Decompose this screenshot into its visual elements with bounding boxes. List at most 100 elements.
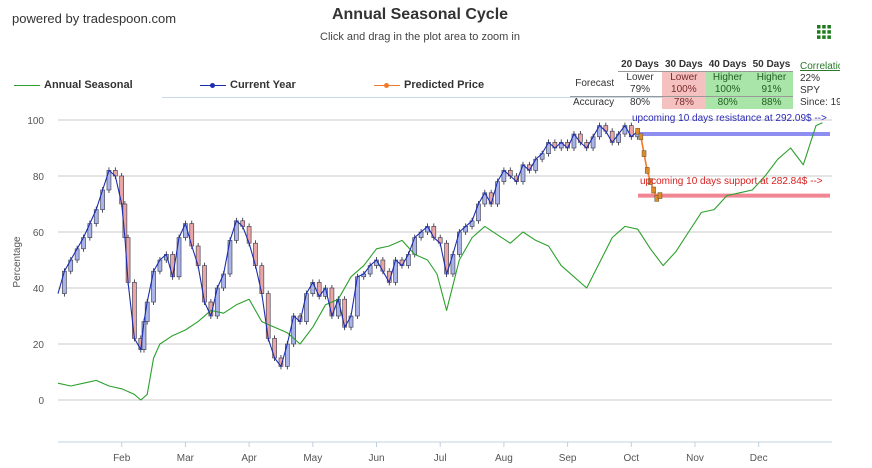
candle-body: [507, 170, 513, 177]
forecast-probability: 91%: [749, 84, 794, 97]
candle-body: [304, 293, 309, 322]
accuracy-value: 88%: [749, 96, 794, 109]
candle-body: [361, 273, 367, 278]
candle-body: [635, 130, 640, 138]
forecast-direction: Higher: [705, 71, 750, 84]
x-tick-label: May: [303, 453, 322, 464]
candle-body: [272, 338, 277, 359]
forecast-direction: Lower: [661, 71, 706, 84]
candle-body: [68, 259, 74, 272]
candle-body: [227, 240, 233, 275]
column-header: 20 Days: [618, 59, 662, 72]
candle-body: [501, 170, 507, 182]
x-tick-label: Jun: [368, 453, 384, 464]
accuracy-value: 80%: [705, 96, 750, 109]
predicted-candle: [648, 178, 653, 185]
x-tick-label: Dec: [750, 453, 768, 464]
x-tick-label: Mar: [177, 453, 195, 464]
x-tick-label: Sep: [559, 453, 577, 464]
candle-body: [132, 282, 137, 339]
candle-body: [119, 175, 124, 205]
candle-body: [622, 125, 628, 135]
candle-body: [393, 259, 398, 283]
candle-body: [488, 192, 494, 205]
legend-item-predicted-price[interactable]: Predicted Price: [374, 79, 484, 91]
correlation-link[interactable]: Correlation: [800, 61, 840, 72]
forecast-row-label: Forecast: [575, 77, 615, 89]
candle-body: [431, 226, 437, 238]
candle-body: [214, 287, 220, 317]
candle-body: [87, 223, 93, 238]
candle-body: [450, 254, 456, 275]
candle-body: [335, 298, 341, 317]
legend-line-icon: [14, 84, 40, 86]
candle-body: [291, 315, 296, 345]
candle-body: [355, 276, 360, 317]
candle-body: [240, 220, 246, 227]
correlation-since: Since: 19: [800, 97, 840, 108]
legend-line-icon: [374, 82, 400, 88]
candle-body: [297, 315, 303, 322]
candle-body: [125, 237, 131, 283]
candle-body: [195, 245, 201, 266]
candle-body: [386, 270, 392, 283]
y-tick-label: 0: [38, 396, 44, 407]
y-tick-label: 60: [33, 228, 45, 239]
forecast-probability: 79%: [630, 84, 651, 95]
candle-body: [285, 343, 290, 367]
candle-body: [157, 259, 163, 272]
candle-body: [170, 254, 175, 278]
x-tick-label: Feb: [113, 453, 131, 464]
candle-body: [113, 170, 118, 177]
correlation-value: 22%: [800, 73, 821, 84]
candle-body: [176, 237, 182, 278]
candle-body: [151, 270, 156, 303]
forecast-table: 20 Days 30 Days 40 Days 50 Days Forecast…: [570, 59, 794, 109]
candle-body: [546, 142, 551, 154]
legend-item-annual-seasonal[interactable]: Annual Seasonal: [14, 79, 133, 91]
candle-body: [259, 265, 265, 294]
candle-body: [367, 265, 373, 275]
candle-body: [412, 237, 418, 255]
x-tick-label: Nov: [686, 453, 704, 464]
candle-body: [202, 265, 207, 303]
brand-text[interactable]: powered by tradespoon.com: [12, 11, 177, 26]
support-annotation: upcoming 10 days support at 282.84$ -->: [640, 176, 823, 187]
candle-body: [584, 142, 590, 149]
candle-body: [323, 287, 328, 297]
candle-body: [316, 282, 322, 297]
forecast-direction: Higher: [749, 71, 794, 84]
candle-body: [457, 231, 462, 255]
candle-body: [444, 242, 449, 275]
forecast-probability: 100%: [705, 84, 750, 97]
grid-menu-icon[interactable]: [816, 24, 832, 40]
column-header: 40 Days: [705, 59, 750, 72]
y-tick-label: 100: [27, 116, 44, 127]
candle-body: [234, 220, 239, 241]
x-tick-label: Aug: [495, 453, 513, 464]
candle-body: [122, 203, 128, 238]
predicted-candle: [651, 186, 656, 194]
candle-body: [520, 164, 526, 182]
predicted-candle: [635, 127, 640, 135]
annual-seasonal-line: [57, 122, 823, 401]
candle-body: [469, 220, 475, 227]
candle-body: [482, 192, 488, 205]
candle-body: [144, 301, 150, 322]
candle-body: [163, 254, 169, 261]
candle-body: [597, 125, 602, 138]
candle-body: [603, 125, 609, 132]
candle-body: [565, 142, 570, 149]
candle-body: [399, 259, 405, 266]
candle-body: [93, 209, 99, 224]
predicted-candle: [641, 150, 647, 157]
candle-body: [81, 237, 86, 250]
candle-body: [253, 242, 258, 266]
candle-body: [348, 315, 354, 328]
predicted-candle: [644, 167, 650, 174]
legend-item-current-year[interactable]: Current Year: [200, 79, 296, 91]
candle-body: [590, 136, 596, 149]
forecast-direction: Lower: [626, 72, 654, 83]
candle-body: [208, 301, 214, 317]
column-header: 30 Days: [661, 59, 706, 72]
